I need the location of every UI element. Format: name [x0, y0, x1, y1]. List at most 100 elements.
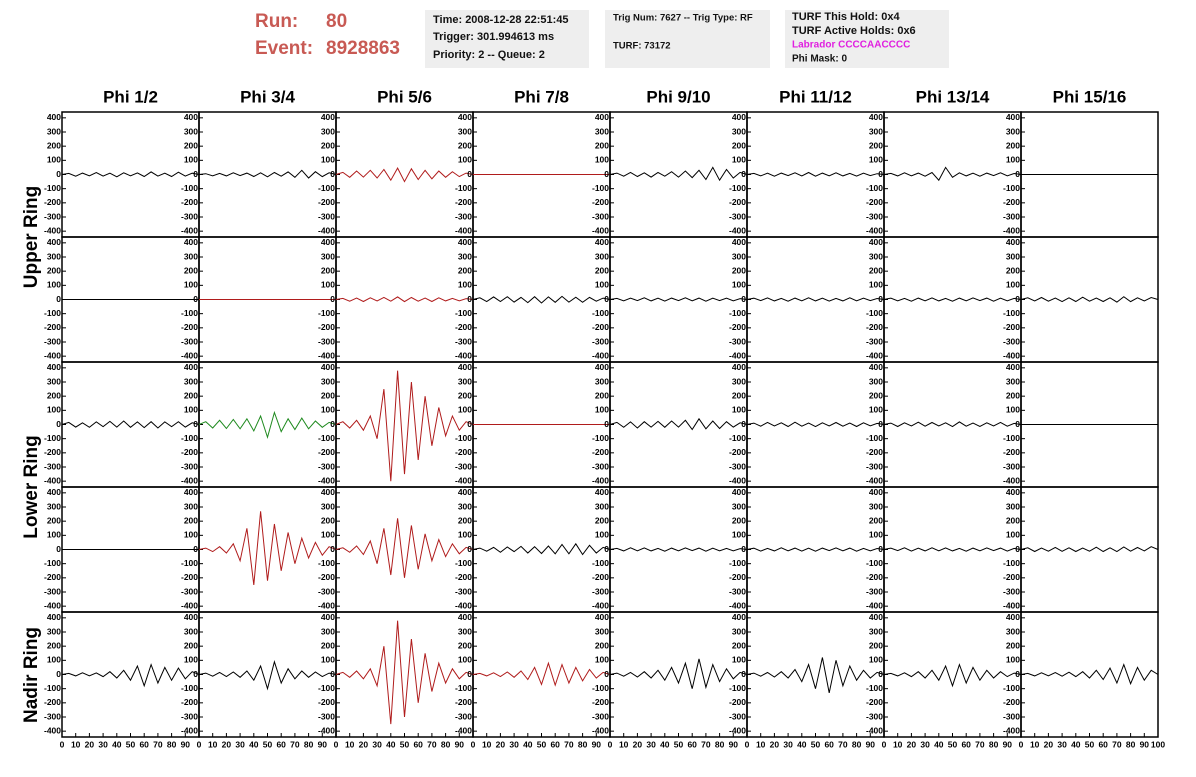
y-tick-label: 400	[184, 112, 198, 122]
y-tick-label: 400	[458, 612, 472, 622]
y-tick-label: 300	[321, 501, 335, 511]
y-tick-label: 300	[458, 376, 472, 386]
y-tick-label: -300	[729, 211, 746, 221]
waveform	[335, 167, 474, 183]
y-tick-label: 300	[595, 251, 609, 261]
y-tick-label: 300	[184, 626, 198, 636]
waveform	[61, 420, 200, 429]
waveform	[609, 166, 748, 182]
y-tick-label: -200	[866, 197, 883, 207]
y-tick-label: -300	[318, 336, 335, 346]
y-tick-label: 200	[869, 640, 883, 650]
waveform	[472, 661, 611, 687]
y-tick-label: 300	[732, 251, 746, 261]
panel-frame	[472, 486, 611, 613]
x-tick-label: 30	[783, 739, 793, 749]
panel-frame	[472, 236, 611, 363]
x-tick-label: 0	[334, 739, 339, 749]
x-tick-label: 70	[290, 739, 300, 749]
y-tick-label: -100	[181, 308, 198, 318]
y-tick-label: 200	[595, 640, 609, 650]
y-tick-label: -400	[44, 475, 61, 485]
y-tick-label: 400	[321, 362, 335, 372]
x-tick-label: 40	[934, 739, 944, 749]
waveform	[61, 171, 200, 178]
y-tick-label: 100	[184, 155, 198, 165]
y-tick-label: 100	[869, 405, 883, 415]
y-tick-label: -100	[44, 183, 61, 193]
y-tick-label: 200	[47, 515, 61, 525]
y-tick-label: -300	[1003, 586, 1020, 596]
x-tick-label: 0	[471, 739, 476, 749]
panel-frame	[746, 486, 885, 613]
y-tick-label: -200	[181, 697, 198, 707]
y-tick-label: -400	[44, 350, 61, 360]
waveform	[609, 297, 748, 302]
y-tick-label: -100	[455, 433, 472, 443]
panel-frame	[746, 611, 885, 738]
y-tick-label: 100	[869, 155, 883, 165]
y-tick-label: -100	[729, 308, 746, 318]
y-tick-label: 0	[878, 669, 883, 679]
y-tick-label: 400	[184, 362, 198, 372]
y-tick-label: -300	[455, 461, 472, 471]
y-tick-label: 100	[47, 655, 61, 665]
waveform	[198, 410, 337, 440]
y-tick-label: 300	[321, 376, 335, 386]
y-tick-label: 100	[869, 655, 883, 665]
waveform	[609, 417, 748, 431]
x-tick-label: 0	[745, 739, 750, 749]
waveform	[335, 370, 474, 482]
x-tick-label: 40	[249, 739, 259, 749]
y-tick-label: -300	[1003, 336, 1020, 346]
x-tick-label: 70	[427, 739, 437, 749]
y-tick-label: -200	[455, 697, 472, 707]
x-tick-label: 20	[1044, 739, 1054, 749]
y-tick-label: 0	[330, 669, 335, 679]
y-tick-label: -100	[318, 433, 335, 443]
y-tick-label: -400	[729, 475, 746, 485]
panel-frame	[1020, 236, 1159, 363]
y-tick-label: -300	[181, 461, 198, 471]
y-tick-label: -100	[44, 433, 61, 443]
y-tick-label: 400	[47, 612, 61, 622]
y-tick-label: 0	[1015, 669, 1020, 679]
x-tick-label: 70	[1112, 739, 1122, 749]
y-tick-label: -200	[866, 697, 883, 707]
y-tick-label: 300	[869, 626, 883, 636]
y-tick-label: -200	[1003, 572, 1020, 582]
x-tick-label: 80	[852, 739, 862, 749]
y-tick-label: 300	[1006, 251, 1020, 261]
x-tick-label: 90	[1140, 739, 1150, 749]
y-tick-label: -200	[592, 197, 609, 207]
panel-frame	[198, 486, 337, 613]
waveform	[335, 296, 474, 303]
column-label: Phi 1/2	[103, 87, 158, 106]
y-tick-label: 200	[184, 640, 198, 650]
x-tick-label: 50	[263, 739, 273, 749]
ring-label: Upper Ring	[21, 186, 42, 288]
y-tick-label: -200	[318, 197, 335, 207]
y-tick-label: 400	[47, 237, 61, 247]
waveform	[198, 659, 337, 691]
y-tick-label: 100	[458, 280, 472, 290]
info-text: Labrador CCCCAACCCC	[792, 40, 910, 51]
panel-frame	[472, 611, 611, 738]
event-label: Event:	[255, 38, 313, 59]
panel-frame	[609, 361, 748, 488]
y-tick-label: 0	[741, 294, 746, 304]
y-tick-label: 200	[184, 140, 198, 150]
y-tick-label: -400	[866, 225, 883, 235]
waveform	[883, 297, 1022, 302]
x-tick-label: 70	[975, 739, 985, 749]
panel-frame	[609, 111, 748, 238]
y-tick-label: -400	[318, 725, 335, 735]
info-text: Priority: 2 -- Queue: 2	[433, 49, 545, 61]
y-tick-label: 100	[1006, 155, 1020, 165]
x-tick-label: 90	[1003, 739, 1013, 749]
column-label: Phi 13/14	[916, 87, 990, 106]
waveform	[883, 421, 1022, 428]
panel-frame	[746, 111, 885, 238]
y-tick-label: 100	[732, 530, 746, 540]
x-tick-label: 0	[882, 739, 887, 749]
